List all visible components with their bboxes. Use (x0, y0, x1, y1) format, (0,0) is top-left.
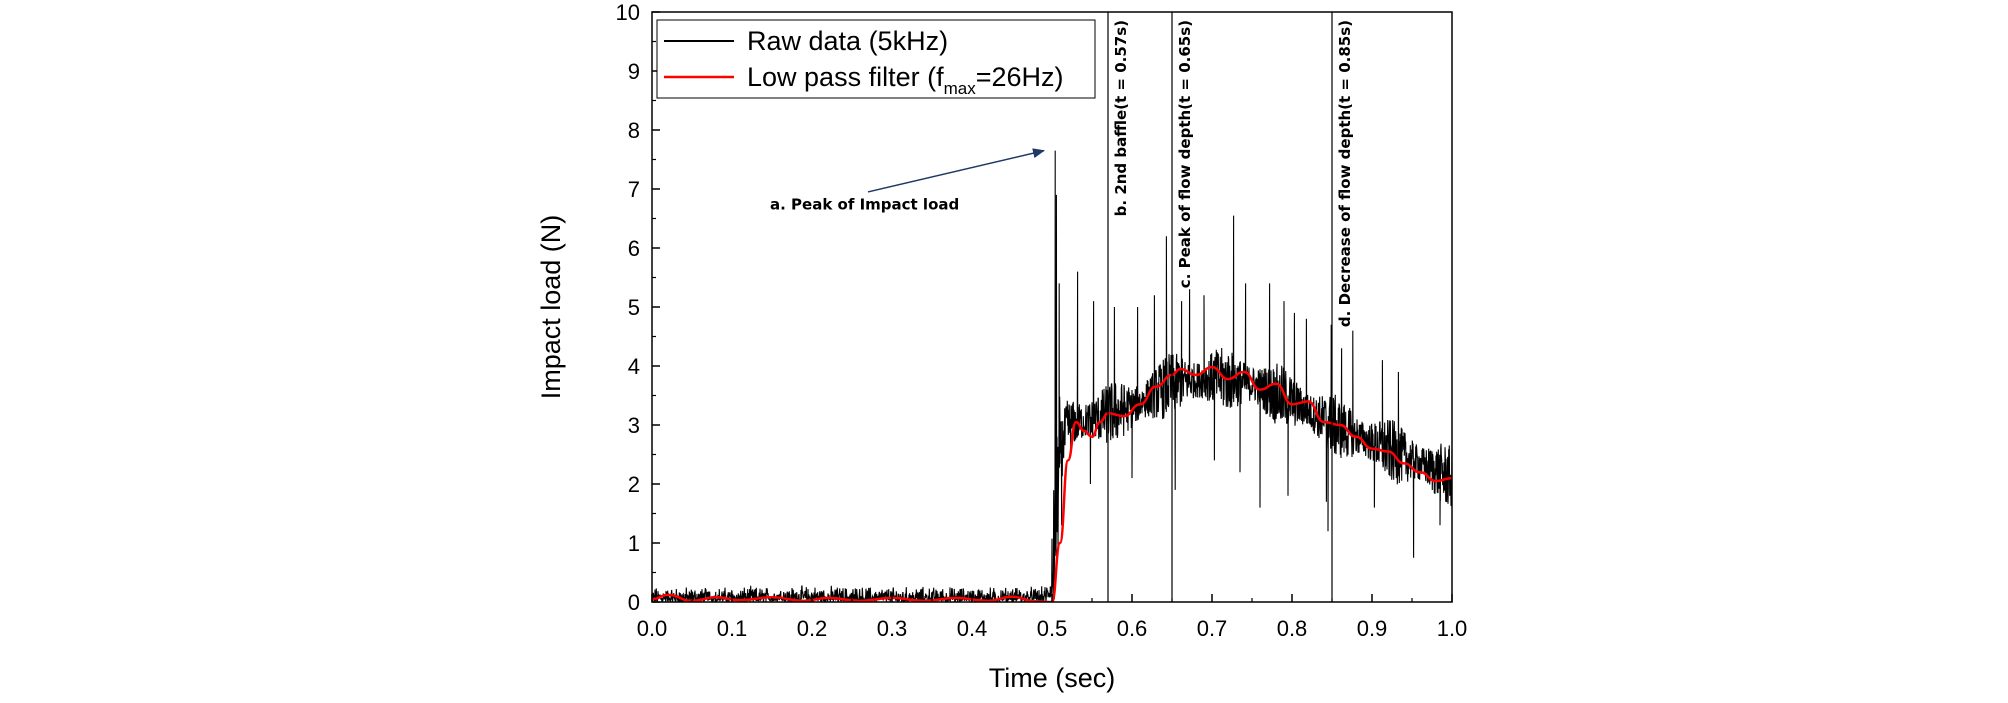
x-tick-label: 0.3 (877, 616, 908, 641)
event-vline-label: d. Decrease of flow depth(t = 0.85s) (1336, 20, 1354, 327)
legend: Raw data (5kHz) Low pass filter (fmax=26… (656, 19, 1096, 99)
x-tick-label: 1.0 (1437, 616, 1468, 641)
x-tick-label: 0.4 (957, 616, 988, 641)
y-tick-label: 10 (616, 0, 640, 25)
annotation-layer: a. Peak of Impact load (770, 148, 1045, 214)
series-lowpass-line (652, 365, 1452, 602)
y-tick-label: 1 (628, 531, 640, 556)
x-tick-label: 0.9 (1357, 616, 1388, 641)
y-tick-label: 6 (628, 236, 640, 261)
axis-layer: 0.0 0.1 0.2 0.3 0.4 0.5 0.6 0.7 0.8 0.9 1.0 0 1 2 3 4 5 6… (616, 0, 1468, 641)
annotation-arrow (867, 148, 1045, 193)
y-axis-title: Impact load (N) (536, 215, 566, 400)
x-tick-label: 0.0 (637, 616, 668, 641)
vline-layer: b. 2nd baffle(t = 0.57s) c. Peak of flow … (1107, 12, 1354, 602)
event-vline-label: b. 2nd baffle(t = 0.57s) (1112, 20, 1130, 216)
legend-label-lpf-tail: =26Hz) (976, 62, 1064, 92)
x-tick-label: 0.5 (1037, 616, 1068, 641)
x-axis-title: Time (sec) (989, 663, 1116, 693)
x-tick-label: 0.6 (1117, 616, 1148, 641)
legend-label-raw: Raw data (5kHz) (747, 26, 948, 56)
y-tick-label: 2 (628, 472, 640, 497)
legend-label-lpf-sub: max (944, 79, 977, 98)
x-tick-label: 0.7 (1197, 616, 1228, 641)
event-vline-label: c. Peak of flow depth(t = 0.65s) (1176, 20, 1194, 288)
y-tick-label: 9 (628, 59, 640, 84)
x-tick-label: 0.2 (797, 616, 828, 641)
series-raw-line (652, 150, 1452, 602)
y-tick-label: 0 (628, 590, 640, 615)
y-tick-label: 5 (628, 295, 640, 320)
y-tick-label: 4 (628, 354, 640, 379)
annotation-label: a. Peak of Impact load (770, 196, 959, 214)
x-tick-label: 0.8 (1277, 616, 1308, 641)
legend-box (656, 19, 1096, 99)
series-layer (652, 150, 1452, 602)
x-tick-label: 0.1 (717, 616, 748, 641)
y-tick-label: 3 (628, 413, 640, 438)
legend-label-lpf-main: Low pass filter (f (747, 62, 944, 92)
y-tick-label: 7 (628, 177, 640, 202)
y-tick-label: 8 (628, 118, 640, 143)
legend-label-lpf: Low pass filter (fmax=26Hz) (747, 62, 1064, 98)
